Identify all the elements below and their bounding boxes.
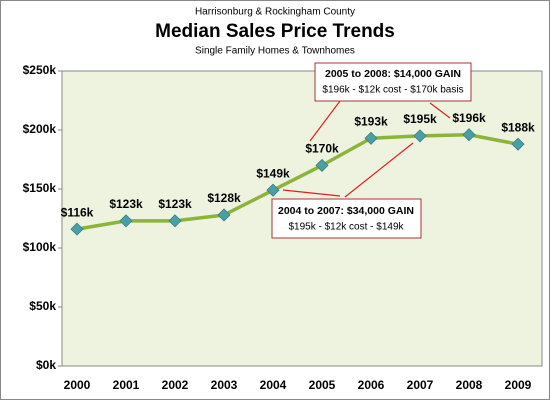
x-tick-label: 2005 bbox=[309, 378, 336, 392]
x-tick-label: 2003 bbox=[211, 378, 238, 392]
data-label: $116k bbox=[61, 205, 94, 219]
x-tick-label: 2009 bbox=[505, 378, 532, 392]
data-point bbox=[462, 128, 476, 142]
annotation-arrows bbox=[282, 100, 451, 198]
chart-title: Median Sales Price Trends bbox=[155, 21, 395, 42]
data-point bbox=[266, 183, 280, 197]
annotation-text: 2005 to 2008: $14,000 GAIN bbox=[325, 68, 461, 80]
y-tick-label: $100k bbox=[23, 240, 57, 254]
annotation-text: 2004 to 2007: $34,000 GAIN bbox=[278, 205, 414, 217]
x-tick-label: 2007 bbox=[407, 378, 434, 392]
x-tick-label: 2008 bbox=[456, 378, 483, 392]
x-tick-label: 2002 bbox=[162, 378, 189, 392]
data-label: $193k bbox=[354, 114, 388, 128]
y-tick-label: $200k bbox=[23, 122, 57, 136]
data-point bbox=[168, 214, 182, 228]
data-point bbox=[364, 131, 378, 145]
data-label: $128k bbox=[207, 191, 241, 205]
data-point bbox=[413, 129, 427, 143]
data-point bbox=[511, 137, 525, 151]
x-tick-label: 2001 bbox=[113, 378, 140, 392]
series-line bbox=[76, 132, 519, 231]
annotation-box bbox=[314, 62, 472, 102]
x-tick-label: 2004 bbox=[260, 378, 287, 392]
y-tick-label: $150k bbox=[23, 181, 57, 195]
y-tick-label: $0k bbox=[36, 358, 56, 372]
data-point bbox=[217, 208, 231, 222]
data-label: $188k bbox=[501, 120, 535, 134]
data-label: $123k bbox=[109, 197, 143, 211]
annotation-text: $196k - $12k cost - $170k basis bbox=[322, 85, 463, 96]
x-tick-label: 2000 bbox=[64, 378, 91, 392]
annotation-text: $195k - $12k cost - $149k bbox=[288, 222, 404, 233]
data-label: $196k bbox=[452, 111, 486, 125]
y-tick-label: $250k bbox=[23, 63, 57, 77]
data-point bbox=[119, 214, 133, 228]
data-label: $149k bbox=[256, 166, 290, 180]
annotation-box bbox=[271, 198, 422, 239]
data-point bbox=[315, 158, 329, 172]
subtitle: Single Family Homes & Townhomes bbox=[195, 46, 355, 57]
supertitle: Harrisonburg & Rockingham County bbox=[195, 7, 355, 18]
x-tick-label: 2006 bbox=[358, 378, 385, 392]
data-label: $170k bbox=[305, 142, 339, 156]
data-point bbox=[70, 222, 84, 236]
data-label: $123k bbox=[158, 197, 192, 211]
y-tick-label: $50k bbox=[29, 299, 56, 313]
data-label: $195k bbox=[403, 112, 437, 126]
